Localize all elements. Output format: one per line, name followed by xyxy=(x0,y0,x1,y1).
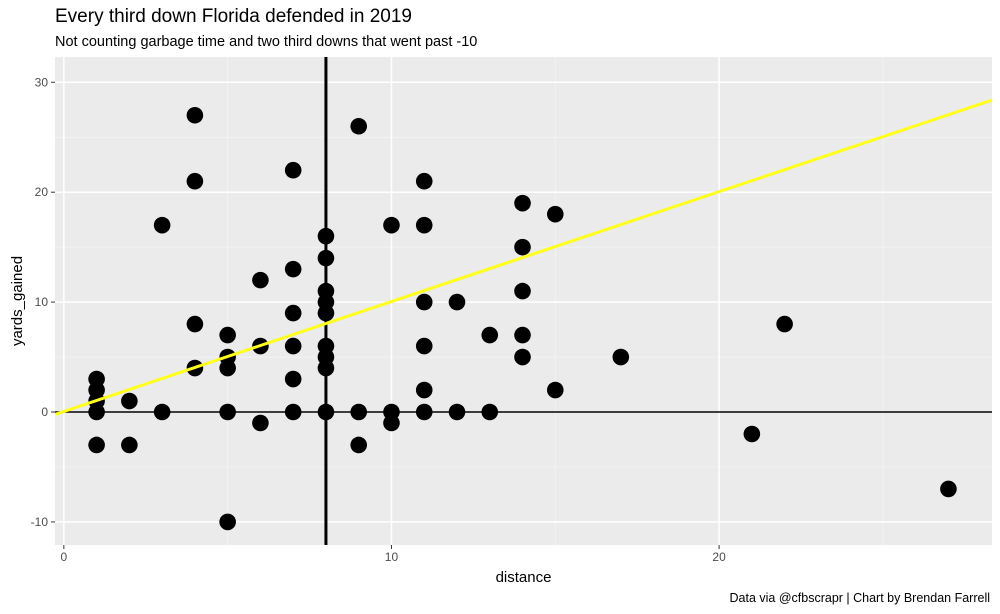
data-point xyxy=(481,326,499,344)
data-point xyxy=(415,216,433,234)
chart-title: Every third down Florida defended in 201… xyxy=(55,6,413,27)
data-point xyxy=(415,337,433,355)
data-point xyxy=(186,315,204,333)
data-point xyxy=(284,370,302,388)
data-point xyxy=(252,414,269,432)
data-point xyxy=(284,403,302,421)
plot-panel xyxy=(55,57,992,545)
data-point xyxy=(776,315,793,333)
data-point xyxy=(383,216,400,234)
data-point xyxy=(612,348,630,366)
y-tick-label: 10 xyxy=(35,295,49,309)
data-point xyxy=(284,260,302,278)
y-axis-label: yards_gained xyxy=(9,256,26,346)
chart-caption: Data via @cfbscrapr | Chart by Brendan F… xyxy=(729,591,990,605)
data-point xyxy=(514,326,531,344)
x-axis-label: distance xyxy=(496,569,552,586)
data-point xyxy=(743,425,761,443)
y-tick-label: -10 xyxy=(31,515,49,529)
data-point xyxy=(88,403,105,421)
chart-subtitle: Not counting garbage time and two third … xyxy=(55,34,478,50)
data-point xyxy=(546,381,564,399)
data-point xyxy=(121,392,138,410)
data-point xyxy=(350,436,368,454)
data-point xyxy=(219,513,236,531)
data-point xyxy=(350,403,368,421)
x-tick-label: 0 xyxy=(61,550,68,564)
data-point xyxy=(219,403,236,421)
data-point xyxy=(415,381,433,399)
data-point xyxy=(186,106,204,124)
y-tick-label: 30 xyxy=(35,75,49,89)
data-point xyxy=(252,271,269,289)
data-point xyxy=(350,117,368,135)
data-point xyxy=(284,304,302,322)
data-point xyxy=(514,238,531,256)
data-point xyxy=(88,436,105,454)
data-point xyxy=(186,172,204,190)
data-point xyxy=(383,414,400,432)
data-point xyxy=(153,216,171,234)
y-tick-label: 0 xyxy=(41,405,48,419)
data-point xyxy=(514,194,531,212)
y-tick-label: 20 xyxy=(35,185,49,199)
data-point xyxy=(448,403,466,421)
data-point xyxy=(448,293,466,311)
data-point xyxy=(514,348,531,366)
data-point xyxy=(415,403,433,421)
data-point xyxy=(219,326,236,344)
x-tick-label: 10 xyxy=(385,550,399,564)
data-point xyxy=(219,359,236,377)
data-point xyxy=(415,172,433,190)
data-point xyxy=(121,436,138,454)
data-point xyxy=(546,205,564,223)
data-point xyxy=(284,161,302,179)
data-point xyxy=(940,480,957,498)
trend-line xyxy=(54,98,993,416)
data-point xyxy=(153,403,171,421)
x-tick-label: 20 xyxy=(712,550,726,564)
data-point xyxy=(481,403,499,421)
data-point xyxy=(284,337,302,355)
data-point xyxy=(514,282,531,300)
data-point xyxy=(415,293,433,311)
